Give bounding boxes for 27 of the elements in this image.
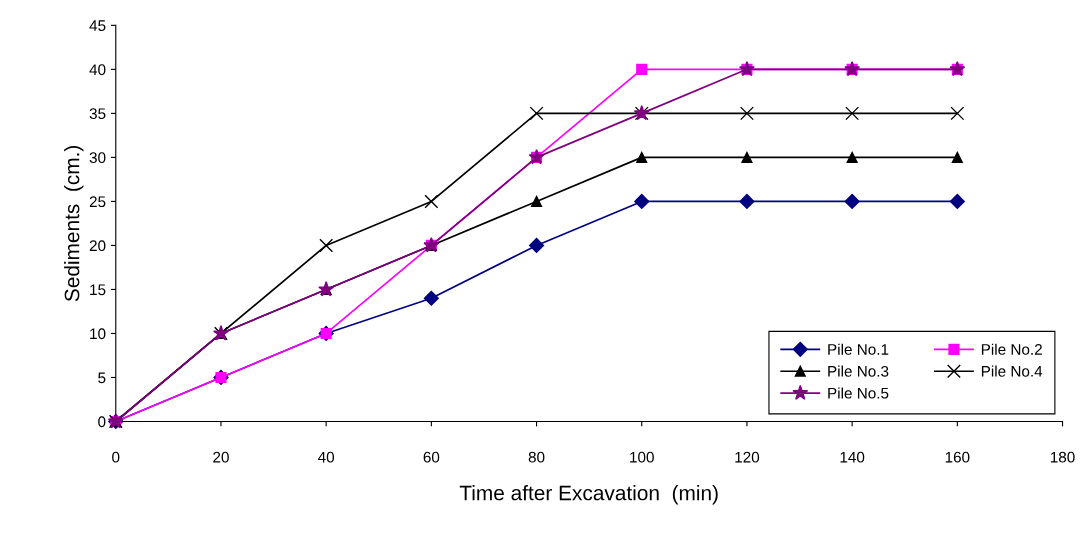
y-tick-label: 10 xyxy=(90,328,106,340)
y-tick-label: 0 xyxy=(98,416,106,428)
y-tick-label: 20 xyxy=(89,240,106,252)
x-tick-label: 60 xyxy=(423,451,440,463)
legend-label: Pile No.3 xyxy=(828,365,889,377)
x-tick-label: 160 xyxy=(945,451,970,463)
y-tick-label: 40 xyxy=(89,64,106,76)
x-tick-label: 80 xyxy=(528,451,545,463)
x-tick-label: 140 xyxy=(840,451,865,463)
legend-label: Pile No.1 xyxy=(828,343,889,355)
x-tick-label: 0 xyxy=(112,451,120,463)
x-tick-label: 40 xyxy=(318,451,335,463)
y-tick-label: 15 xyxy=(90,284,106,296)
x-tick-label: 100 xyxy=(630,451,654,463)
x-axis-title: Time after Excavation (min) xyxy=(459,485,718,505)
legend-label: Pile No.5 xyxy=(828,387,889,399)
legend-label: Pile No.4 xyxy=(981,365,1043,377)
x-tick-label: 20 xyxy=(213,451,229,463)
y-tick-label: 45 xyxy=(89,20,106,32)
y-tick-label: 5 xyxy=(98,372,106,384)
y-tick-label: 35 xyxy=(89,108,106,120)
y-axis-title: Sediments (cm.) xyxy=(64,145,84,302)
y-tick-label: 30 xyxy=(89,152,106,164)
x-tick-label: 180 xyxy=(1050,451,1075,463)
x-tick-label: 120 xyxy=(735,451,760,463)
legend-label: Pile No.2 xyxy=(981,343,1042,355)
y-tick-label: 25 xyxy=(89,196,106,208)
